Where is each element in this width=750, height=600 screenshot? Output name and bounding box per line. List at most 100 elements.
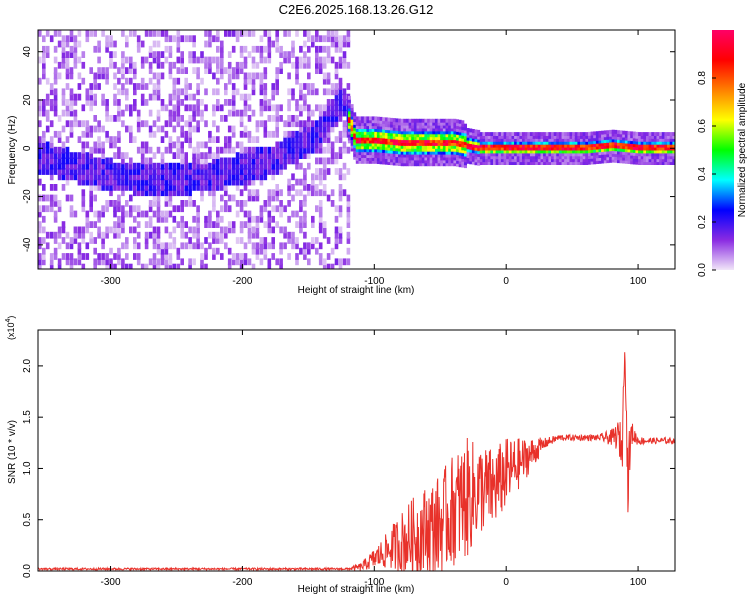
heatmap-cell xyxy=(129,157,133,165)
heatmap-cell xyxy=(440,153,444,158)
heatmap-cell xyxy=(479,140,483,145)
heatmap-cell xyxy=(97,231,101,239)
heatmap-cell xyxy=(566,149,570,154)
heatmap-cell xyxy=(537,152,541,157)
heatmap-cell xyxy=(606,153,610,158)
heatmap-cell xyxy=(235,258,240,266)
heatmap-cell xyxy=(453,136,457,141)
heatmap-cell xyxy=(656,132,660,136)
heatmap-cell xyxy=(311,40,315,48)
heatmap-cell xyxy=(558,152,562,157)
heatmap-cell xyxy=(361,119,365,124)
heatmap-cell xyxy=(479,146,483,151)
heatmap-cell xyxy=(429,124,433,129)
heatmap-cell xyxy=(140,178,145,186)
heatmap-cell xyxy=(113,115,117,122)
heatmap-cell xyxy=(516,135,520,139)
heatmap-cell xyxy=(371,159,375,164)
heatmap-cell xyxy=(646,132,649,136)
heatmap-cell xyxy=(307,125,311,133)
heatmap-cell xyxy=(346,168,351,175)
heatmap-cell xyxy=(477,161,481,166)
heatmap-cell xyxy=(160,152,165,159)
heatmap-cell xyxy=(69,104,74,112)
heatmap-cell xyxy=(347,101,351,106)
heatmap-cell xyxy=(97,162,101,170)
heatmap-cell xyxy=(379,125,383,130)
heatmap-cell xyxy=(295,157,299,165)
heatmap-cell xyxy=(353,150,357,154)
heatmap-cell xyxy=(303,247,307,255)
heatmap-cell xyxy=(307,146,311,154)
heatmap-cell xyxy=(251,178,256,186)
heatmap-cell xyxy=(152,152,157,159)
heatmap-cell xyxy=(85,152,90,159)
heatmap-cell xyxy=(411,142,415,146)
heatmap-cell xyxy=(125,168,129,175)
heatmap-cell xyxy=(448,133,452,138)
heatmap-cell xyxy=(338,184,343,191)
heatmap-cell xyxy=(291,93,295,101)
heatmap-cell xyxy=(588,140,591,145)
heatmap-cell xyxy=(490,158,494,163)
heatmap-cell xyxy=(311,189,315,197)
heatmap-cell xyxy=(322,35,327,43)
heatmap-cell xyxy=(474,143,478,148)
heatmap-cell xyxy=(216,99,220,106)
heatmap-cell xyxy=(453,159,457,164)
heatmap-cell xyxy=(342,120,347,128)
heatmap-cell xyxy=(267,194,272,202)
heatmap-cell xyxy=(614,153,618,157)
heatmap-cell xyxy=(121,226,125,234)
heatmap-cell xyxy=(105,136,109,143)
heatmap-cell xyxy=(180,115,184,122)
heatmap-cell xyxy=(400,139,404,143)
heatmap-cell xyxy=(448,150,452,155)
heatmap-cell xyxy=(85,125,90,133)
heatmap-cell xyxy=(148,51,153,58)
heatmap-cell xyxy=(395,156,399,160)
heatmap-cell xyxy=(334,168,339,175)
heatmap-cell xyxy=(338,93,343,101)
heatmap-cell xyxy=(73,115,78,122)
heatmap-cell xyxy=(382,125,386,130)
heatmap-cell xyxy=(387,152,391,157)
heatmap-cell xyxy=(287,99,291,106)
heatmap-cell xyxy=(450,144,454,149)
heatmap-cell xyxy=(259,72,264,80)
heatmap-cell xyxy=(307,189,311,197)
heatmap-cell xyxy=(251,263,256,269)
heatmap-cell xyxy=(390,123,394,128)
heatmap-cell xyxy=(212,56,216,64)
heatmap-cell xyxy=(601,145,605,150)
heatmap-cell xyxy=(315,157,319,165)
heatmap-cell xyxy=(247,221,252,228)
heatmap-cell xyxy=(271,253,275,260)
heatmap-cell xyxy=(220,40,224,48)
heatmap-cell xyxy=(664,132,668,136)
heatmap-cell xyxy=(672,158,675,163)
heatmap-cell xyxy=(299,45,303,53)
heatmap-cell xyxy=(224,242,228,250)
heatmap-cell xyxy=(672,152,675,157)
heatmap-cell xyxy=(121,210,125,218)
heatmap-cell xyxy=(429,144,433,149)
heatmap-cell xyxy=(168,45,173,53)
heatmap-cell xyxy=(117,88,121,96)
heatmap-cell xyxy=(315,141,319,149)
heatmap-cell xyxy=(140,77,145,85)
heatmap-cell xyxy=(611,150,615,154)
heatmap-cell xyxy=(57,263,62,269)
heatmap-cell xyxy=(53,210,58,218)
heatmap-cell xyxy=(315,51,319,58)
heatmap-cell xyxy=(315,56,319,64)
heatmap-cell xyxy=(379,143,383,147)
heatmap-cell xyxy=(498,161,502,165)
heatmap-cell xyxy=(93,178,97,186)
heatmap-cell xyxy=(338,194,343,202)
heatmap-cell xyxy=(283,157,287,165)
heatmap-cell xyxy=(432,147,436,152)
heatmap-cell xyxy=(429,133,433,138)
heatmap-cell xyxy=(42,45,46,53)
heatmap-cell xyxy=(81,130,86,138)
